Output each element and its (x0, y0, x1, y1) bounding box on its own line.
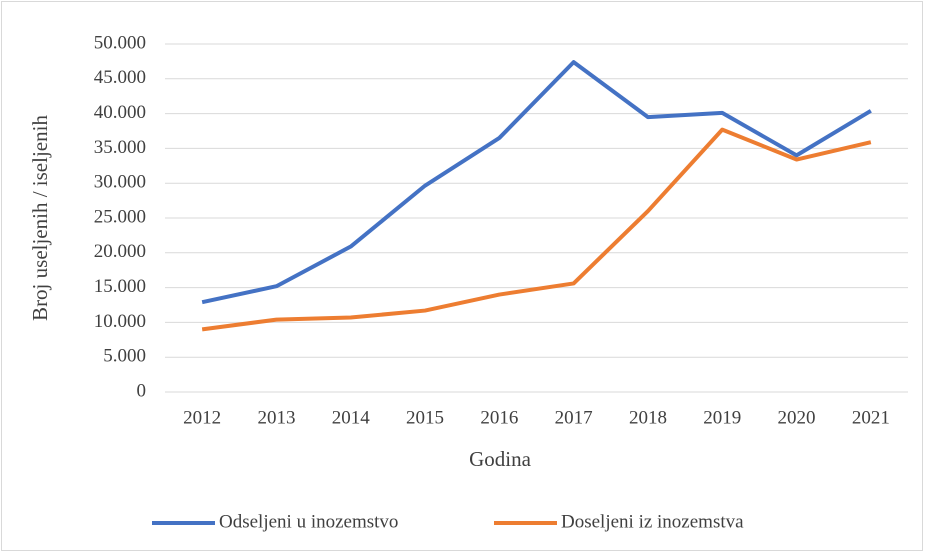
x-tick-label: 2014 (332, 407, 371, 428)
y-tick-label: 35.000 (94, 137, 146, 158)
data-line (201, 127, 872, 332)
x-tick-label: 2021 (852, 407, 890, 428)
x-tick-label: 2012 (183, 407, 221, 428)
y-tick-label: 45.000 (94, 67, 146, 88)
y-tick-label: 25.000 (94, 206, 146, 227)
y-tick-label: 10.000 (94, 311, 146, 332)
y-tick-label: 0 (137, 380, 147, 401)
x-tick-label: 2019 (703, 407, 741, 428)
x-tick-label: 2015 (406, 407, 444, 428)
x-tick-label: 2013 (257, 407, 295, 428)
y-tick-label: 15.000 (94, 276, 146, 297)
y-axis-label: Broj useljenih / iseljenih (28, 115, 52, 321)
x-axis-label: Godina (469, 447, 532, 471)
x-tick-label: 2016 (480, 407, 518, 428)
y-tick-label: 20.000 (94, 241, 146, 262)
legend-label: Odseljeni u inozemstvo (219, 511, 398, 532)
y-tick-label: 40.000 (94, 102, 146, 123)
x-tick-label: 2020 (778, 407, 816, 428)
y-tick-label: 30.000 (94, 172, 146, 193)
y-tick-label: 50.000 (94, 32, 146, 53)
data-line (201, 60, 872, 305)
x-tick-label: 2017 (555, 407, 593, 428)
y-tick-label: 5.000 (103, 346, 146, 367)
x-tick-label: 2018 (629, 407, 667, 428)
legend-label: Doseljeni iz inozemstva (561, 511, 744, 532)
